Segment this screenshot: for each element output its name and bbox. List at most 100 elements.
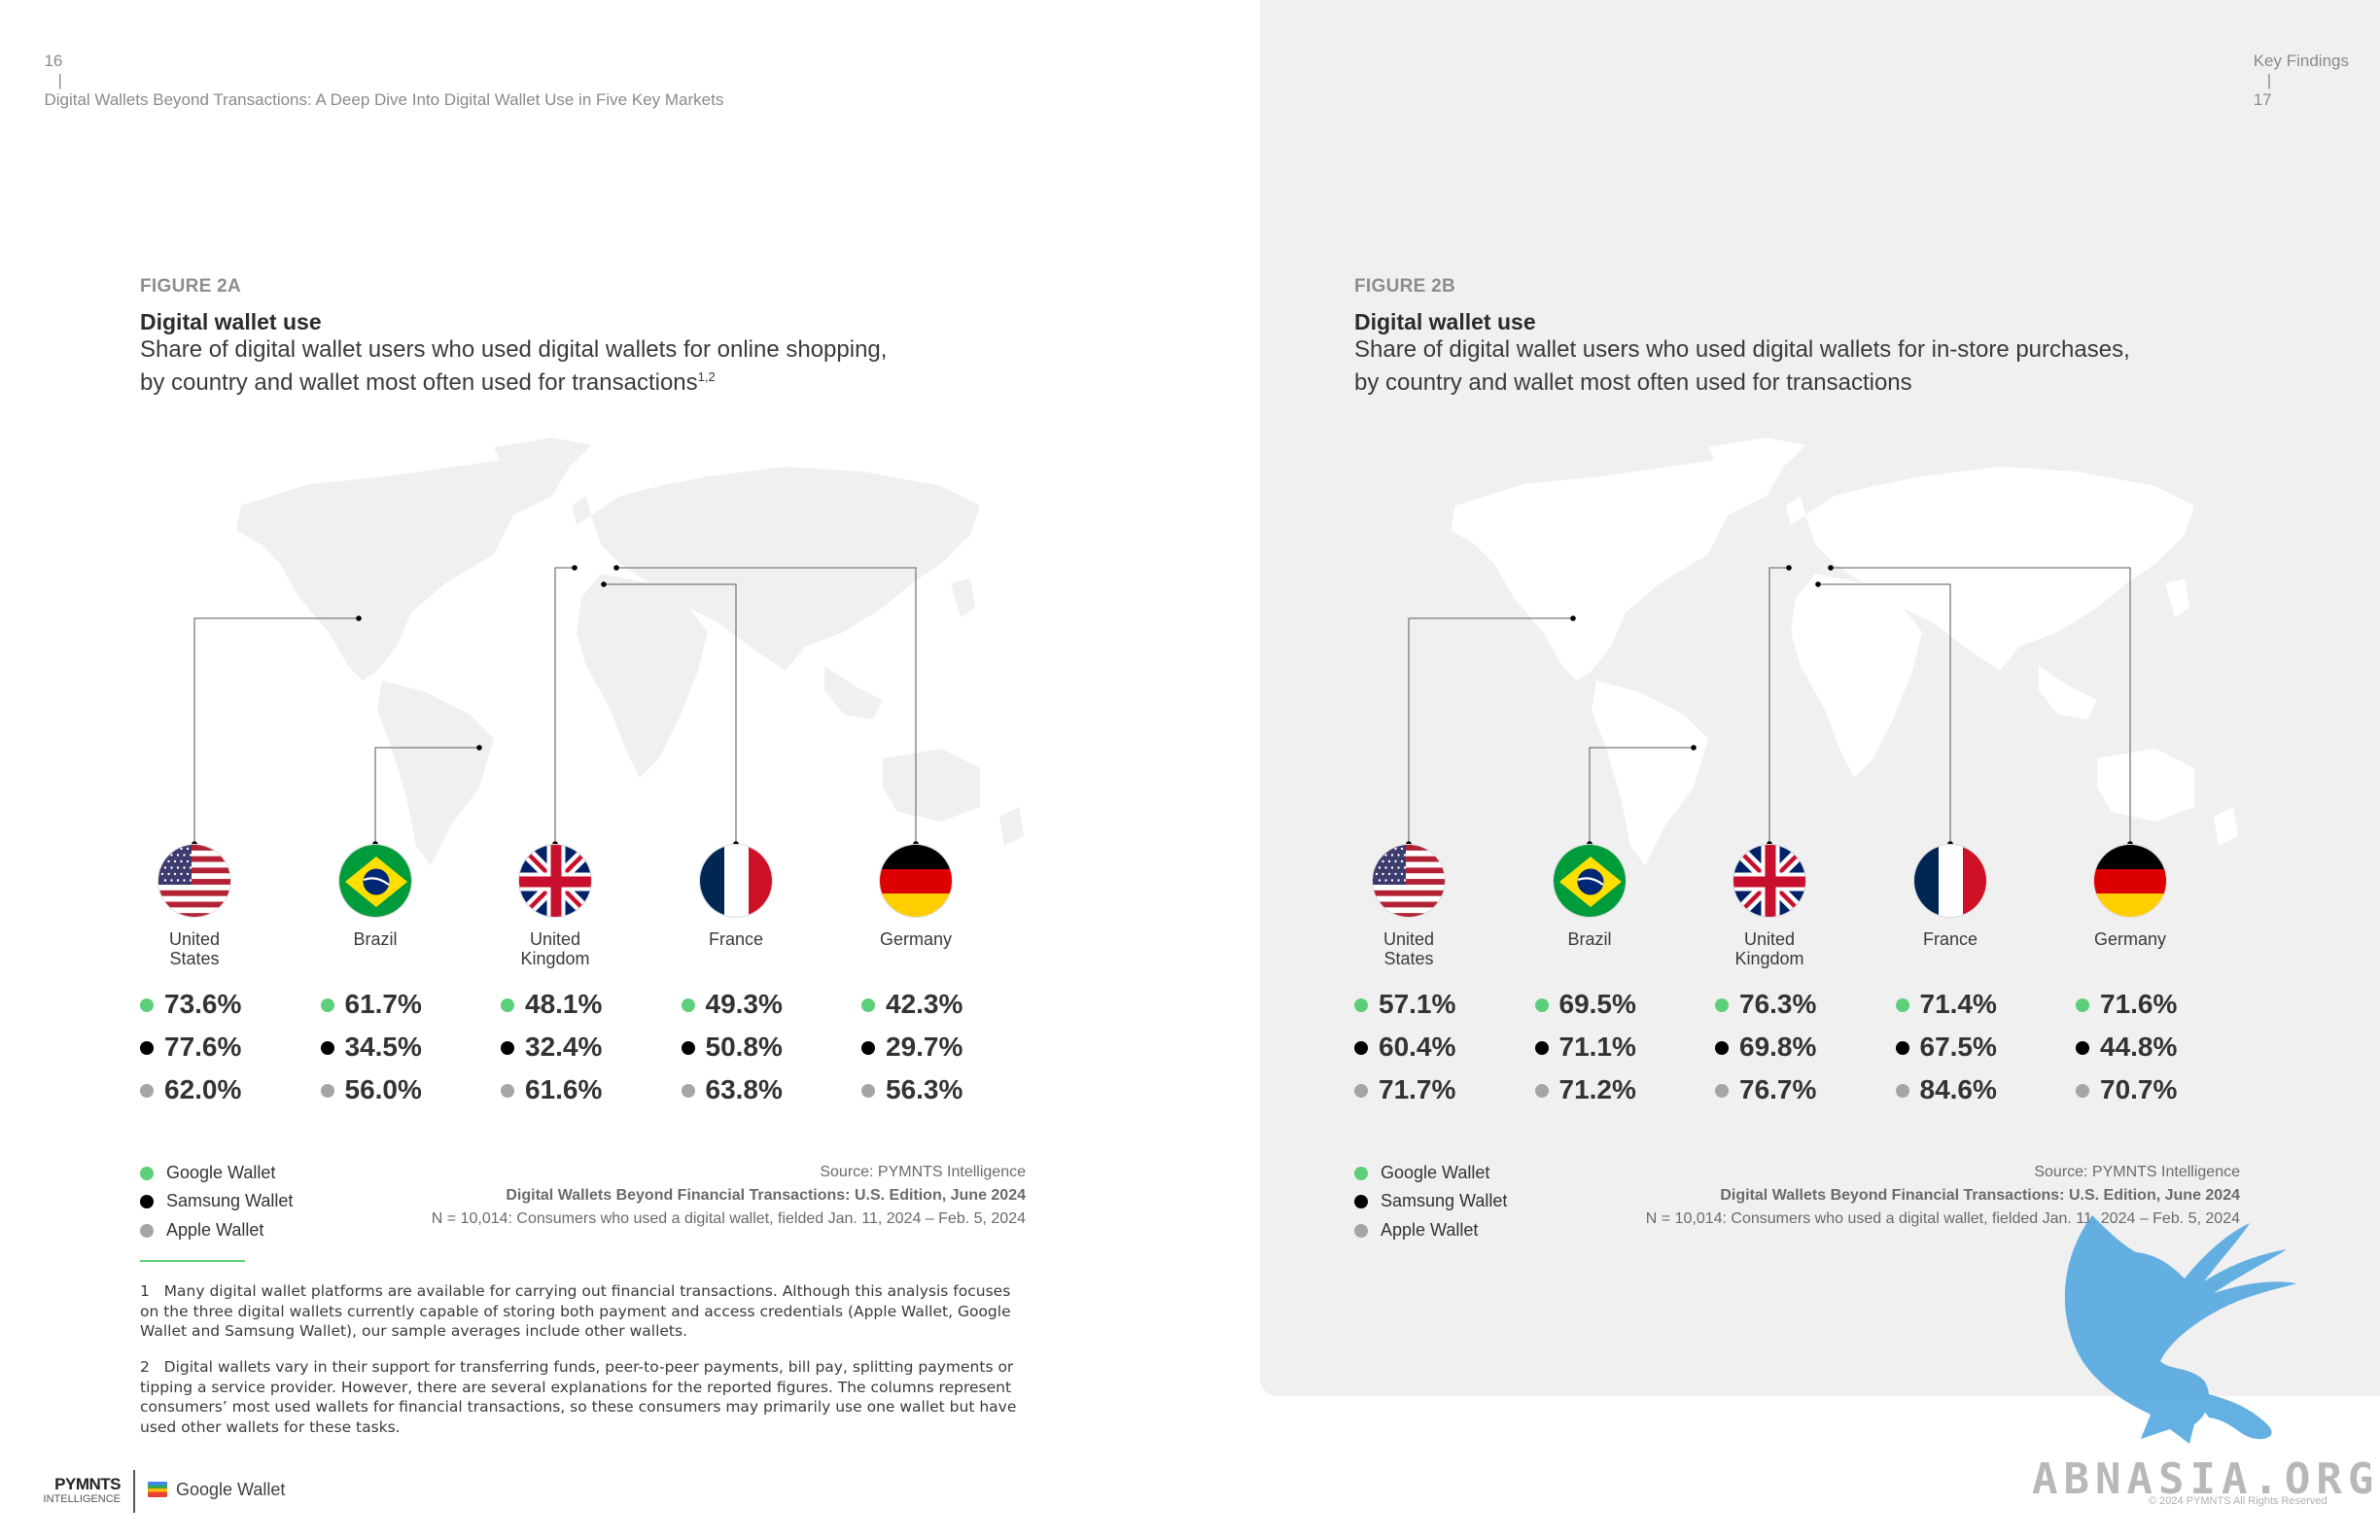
- footnote-2-line-1: Digital wallets vary in their support fo…: [163, 1358, 1014, 1376]
- google-wallet-dot-icon: [501, 998, 514, 1012]
- country-name-line-1: United: [529, 929, 581, 949]
- flag-us-icon: [1372, 844, 1446, 918]
- samsung-wallet-value: 69.8%: [1739, 1032, 1817, 1062]
- country-name-line-1: Brazil: [353, 929, 398, 949]
- figure-subtitle-line-1: Share of digital wallet users who used d…: [140, 336, 888, 363]
- google-wallet-value: 71.4%: [1919, 989, 1997, 1019]
- footnote-divider: [140, 1260, 245, 1262]
- apple-wallet-dot-icon: [1715, 1084, 1729, 1098]
- footnote-1-line-2: on the three digital wallets currently c…: [140, 1302, 1011, 1320]
- country-name-line-1: Brazil: [1567, 929, 1612, 949]
- google-wallet-dot-icon: [681, 998, 695, 1012]
- source-line-2: Digital Wallets Beyond Financial Transac…: [506, 1187, 1026, 1204]
- footnote-1: 1 Many digital wallet platforms are avai…: [140, 1281, 1027, 1342]
- footnote-1-line-3: Wallet and Samsung Wallet), our sample a…: [140, 1322, 688, 1340]
- pymnts-logo: PYMNTS INTELLIGENCE: [33, 1475, 122, 1505]
- country-name-line-1: Germany: [2093, 929, 2167, 949]
- google-wallet-value: 42.3%: [886, 989, 963, 1019]
- samsung-wallet-value: 29.7%: [886, 1032, 963, 1062]
- apple-wallet-value: 84.6%: [1919, 1074, 1997, 1104]
- watermark-text: ABNASIA.ORG: [2032, 1454, 2380, 1504]
- connector-lines: [1406, 565, 2133, 847]
- google-wallet-value: 48.1%: [525, 989, 603, 1019]
- google-wallet-value: 73.6%: [164, 989, 242, 1019]
- apple-wallet-value: 62.0%: [164, 1074, 242, 1104]
- apple-wallet-dot-icon: [140, 1084, 154, 1098]
- figure-subtitle-line-2: by country and wallet most often used fo…: [1354, 369, 1912, 396]
- flag-france-icon: [1913, 844, 1987, 918]
- world-map: [1417, 438, 2253, 880]
- figure-label: FIGURE 2B: [1354, 276, 1456, 297]
- left-page-number: 16: [44, 52, 63, 70]
- apple-wallet-value: 56.0%: [344, 1074, 422, 1104]
- legend-apple-label: Apple Wallet: [166, 1220, 264, 1240]
- country-name-line-2: Kingdom: [520, 949, 590, 968]
- flag-brazil-icon: [338, 844, 412, 918]
- pymnts-logo-subtext: INTELLIGENCE: [43, 1493, 121, 1505]
- flag-uk-icon: [518, 844, 592, 918]
- apple-wallet-dot-icon: [501, 1084, 514, 1098]
- google-wallet-dot-icon: [2076, 998, 2089, 1012]
- apple-wallet-dot-icon: [681, 1084, 695, 1098]
- flag-uk-icon: [1732, 844, 1806, 918]
- source-line-3: N = 10,014: Consumers who used a digital…: [431, 1210, 1026, 1227]
- footnote-1-number: 1: [140, 1282, 150, 1300]
- country-name: France: [668, 929, 804, 949]
- google-wallet-dot-icon: [140, 998, 154, 1012]
- country-name: United Kingdom: [487, 929, 623, 968]
- legend-google-label: Google Wallet: [1381, 1163, 1490, 1182]
- country-name-line-1: France: [708, 929, 764, 949]
- samsung-wallet-dot-icon: [1715, 1041, 1729, 1055]
- header-separator: |: [57, 71, 62, 89]
- apple-wallet-dot-icon: [1534, 1084, 1549, 1098]
- google-wallet-value: 61.7%: [344, 989, 422, 1019]
- samsung-wallet-value: 34.5%: [344, 1032, 422, 1062]
- copyright: © 2024 PYMNTS All Rights Reserved: [2149, 1495, 2328, 1507]
- samsung-wallet-value: 77.6%: [164, 1032, 242, 1062]
- world-map: [202, 438, 1038, 880]
- google-wallet-value: 57.1%: [1379, 989, 1456, 1019]
- figure-title: Digital wallet use: [140, 309, 322, 334]
- country-name: France: [1882, 929, 2018, 949]
- google-wallet-dot-icon: [1354, 998, 1368, 1012]
- country-name: United States: [1341, 929, 1477, 968]
- flag-france-icon: [699, 844, 773, 918]
- samsung-wallet-dot-icon: [1895, 1041, 1909, 1055]
- connector-lines: [192, 565, 919, 847]
- country-name-line-2: States: [169, 949, 220, 968]
- right-section-title: Key Findings: [2253, 52, 2349, 70]
- samsung-wallet-dot-icon: [1354, 1041, 1368, 1055]
- google-wallet-value: 76.3%: [1739, 989, 1817, 1019]
- source-line-1: Source: PYMNTS Intelligence: [2034, 1164, 2240, 1180]
- footer-logo-divider: [133, 1470, 135, 1513]
- apple-wallet-value: 71.7%: [1379, 1074, 1456, 1104]
- footnote-2-number: 2: [140, 1358, 150, 1376]
- google-wallet-dot-icon: [1895, 998, 1909, 1012]
- header-right: Key Findings | 17: [2244, 32, 2349, 110]
- samsung-wallet-value: 32.4%: [525, 1032, 603, 1062]
- country-name-line-1: United: [168, 929, 221, 949]
- country-name: United States: [126, 929, 262, 968]
- griffin-watermark-icon: [2024, 1196, 2306, 1449]
- right-page-number: 17: [2253, 90, 2272, 109]
- header-separator-right: |: [2266, 71, 2272, 89]
- legend-samsung-label: Samsung Wallet: [166, 1191, 294, 1210]
- samsung-wallet-dot-icon: [501, 1041, 514, 1055]
- figure-subtitle-line-2: by country and wallet most often used fo…: [140, 369, 698, 396]
- source-line-1: Source: PYMNTS Intelligence: [820, 1164, 1026, 1180]
- flag-us-icon: [158, 844, 231, 918]
- legend-samsung-dot-icon: [1354, 1195, 1368, 1208]
- legend-samsung-dot-icon: [140, 1195, 154, 1208]
- samsung-wallet-value: 44.8%: [2100, 1032, 2178, 1062]
- country-name-line-1: United: [1743, 929, 1796, 949]
- legend-google-dot-icon: [1354, 1167, 1368, 1180]
- samsung-wallet-value: 71.1%: [1558, 1032, 1636, 1062]
- footnote-2-line-2: tipping a service provider. However, the…: [140, 1378, 1012, 1396]
- google-wallet-value: 49.3%: [705, 989, 783, 1019]
- apple-wallet-dot-icon: [1895, 1084, 1909, 1098]
- country-name-line-1: United: [1382, 929, 1435, 949]
- legend-apple-dot-icon: [140, 1224, 154, 1238]
- country-name-line-2: States: [1383, 949, 1434, 968]
- apple-wallet-dot-icon: [2076, 1084, 2089, 1098]
- figure-subtitle-superscript: 1,2: [697, 369, 716, 384]
